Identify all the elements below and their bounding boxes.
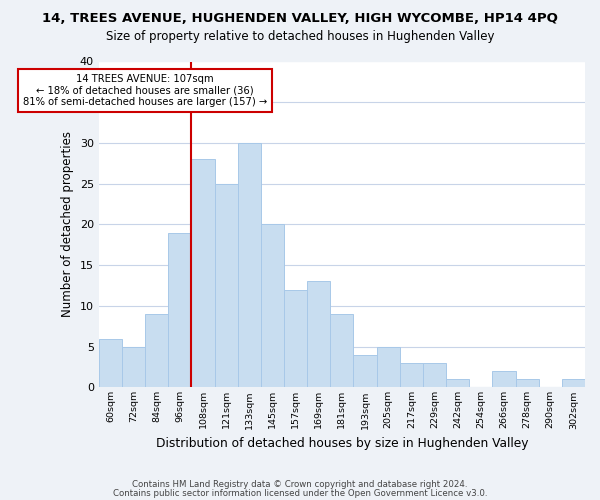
- Text: 14, TREES AVENUE, HUGHENDEN VALLEY, HIGH WYCOMBE, HP14 4PQ: 14, TREES AVENUE, HUGHENDEN VALLEY, HIGH…: [42, 12, 558, 26]
- Text: Contains public sector information licensed under the Open Government Licence v3: Contains public sector information licen…: [113, 488, 487, 498]
- X-axis label: Distribution of detached houses by size in Hughenden Valley: Distribution of detached houses by size …: [155, 437, 528, 450]
- Bar: [515, 379, 539, 388]
- Text: Contains HM Land Registry data © Crown copyright and database right 2024.: Contains HM Land Registry data © Crown c…: [132, 480, 468, 489]
- Bar: [122, 346, 145, 388]
- Bar: [307, 282, 331, 388]
- Bar: [446, 379, 469, 388]
- Bar: [493, 371, 515, 388]
- Bar: [99, 338, 122, 388]
- Bar: [284, 290, 307, 388]
- Bar: [145, 314, 168, 388]
- Bar: [400, 363, 423, 388]
- Text: Size of property relative to detached houses in Hughenden Valley: Size of property relative to detached ho…: [106, 30, 494, 43]
- Bar: [331, 314, 353, 388]
- Bar: [168, 232, 191, 388]
- Text: 14 TREES AVENUE: 107sqm
← 18% of detached houses are smaller (36)
81% of semi-de: 14 TREES AVENUE: 107sqm ← 18% of detache…: [23, 74, 267, 107]
- Bar: [238, 143, 261, 388]
- Bar: [562, 379, 585, 388]
- Bar: [191, 160, 215, 388]
- Bar: [353, 355, 377, 388]
- Bar: [423, 363, 446, 388]
- Bar: [261, 224, 284, 388]
- Bar: [377, 346, 400, 388]
- Bar: [215, 184, 238, 388]
- Y-axis label: Number of detached properties: Number of detached properties: [61, 132, 74, 318]
